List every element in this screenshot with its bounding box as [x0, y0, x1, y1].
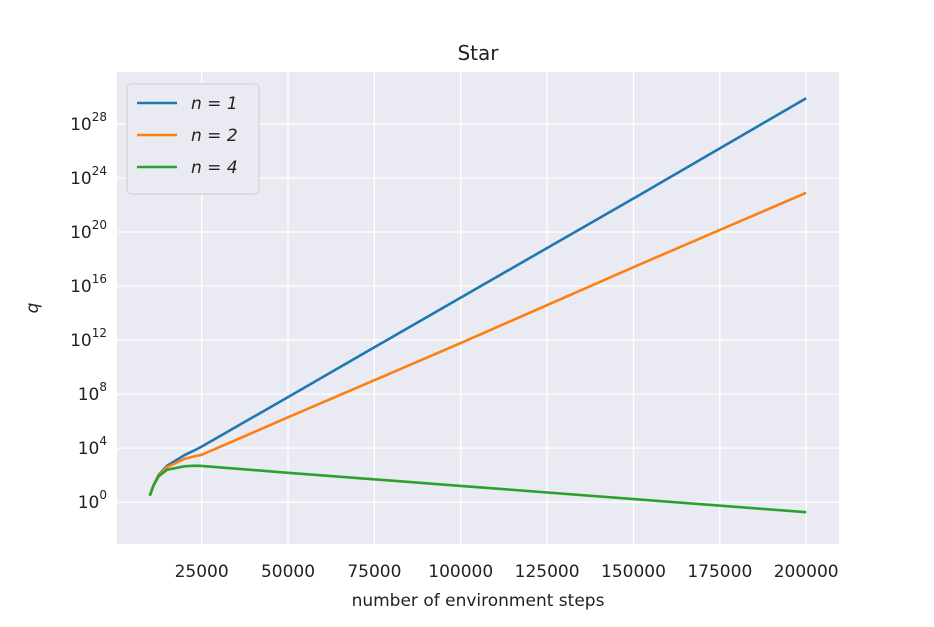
x-tick-label: 75000 [347, 562, 401, 582]
legend-label: n = 1 [191, 94, 238, 114]
y-tick-label: 104 [78, 434, 107, 459]
x-tick-label: 175000 [687, 562, 752, 582]
x-tick-label: 200000 [774, 562, 839, 582]
legend-label: n = 4 [191, 158, 238, 178]
y-tick-label: 1024 [70, 164, 107, 189]
x-axis-label: number of environment steps [352, 591, 605, 611]
chart-title: Star [457, 41, 499, 65]
y-tick-label: 1016 [70, 272, 107, 297]
x-tick-label: 125000 [515, 562, 580, 582]
y-tick-label: 1012 [70, 326, 107, 351]
y-tick-label: 100 [78, 488, 107, 513]
x-tick-label: 25000 [175, 562, 229, 582]
legend-label: n = 2 [191, 126, 238, 146]
x-tick-label: 150000 [601, 562, 666, 582]
y-tick-label: 108 [78, 380, 107, 405]
y-tick-label: 1028 [70, 110, 107, 135]
x-tick-label: 100000 [428, 562, 493, 582]
y-tick-label: 1020 [70, 218, 107, 243]
x-tick-label: 50000 [261, 562, 315, 582]
y-axis-label: q [23, 302, 43, 313]
data-line [148, 464, 807, 514]
